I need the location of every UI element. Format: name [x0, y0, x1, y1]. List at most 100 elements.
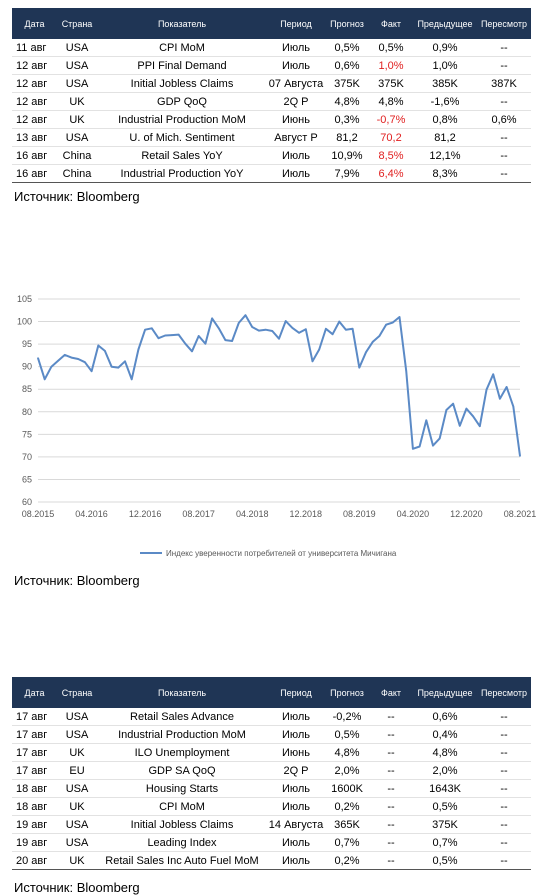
data-point	[385, 323, 387, 326]
cell-actual: 0,5%	[369, 39, 413, 57]
x-tick-label: 12.2018	[290, 509, 323, 519]
cell-actual: 70,2	[369, 128, 413, 147]
y-tick-label: 100	[17, 317, 32, 327]
data-point	[251, 326, 254, 328]
table-row: 12 авг UK GDP QoQ 2Q P 4,8% 4,8% -1,6% --	[12, 92, 531, 111]
cell-previous: 0,8%	[413, 110, 477, 129]
cell-country: UK	[57, 110, 97, 129]
cell-indicator: Industrial Production YoY	[97, 164, 267, 183]
cell-date: 12 авг	[12, 92, 57, 111]
cell-indicator: ILO Unemployment	[97, 743, 267, 762]
cell-revision: --	[477, 779, 531, 798]
data-point	[291, 327, 294, 329]
table-row: 16 авг China Industrial Production YoY Июль…	[12, 164, 531, 183]
cell-forecast: 4,8%	[325, 92, 369, 111]
data-point	[231, 340, 233, 342]
data-point	[97, 344, 100, 347]
cell-date: 17 авг	[12, 708, 57, 726]
data-point	[351, 327, 354, 330]
cell-revision: --	[477, 128, 531, 147]
cell-indicator: Retail Sales YoY	[97, 146, 267, 165]
cell-indicator: Initial Jobless Claims	[97, 74, 267, 93]
cell-date: 17 авг	[12, 725, 57, 744]
cell-revision: --	[477, 851, 531, 870]
data-point	[284, 320, 287, 322]
data-point	[485, 388, 488, 391]
cell-period: Июль	[267, 797, 325, 816]
cell-forecast: 0,7%	[325, 833, 369, 852]
cell-date: 11 авг	[12, 39, 57, 57]
data-point	[258, 329, 260, 332]
x-tick-label: 08.2015	[22, 509, 55, 519]
table-row: 18 авг USA Housing Starts Июль 1600K -- 1643K -…	[12, 779, 531, 798]
series-line	[37, 314, 521, 457]
source-note: Источник: Bloomberg	[14, 880, 140, 895]
cell-period: 2Q P	[267, 92, 325, 111]
cell-previous: 2,0%	[413, 761, 477, 780]
data-point	[519, 455, 521, 457]
cell-country: UK	[57, 797, 97, 816]
cell-actual: 8,5%	[369, 146, 413, 165]
data-point	[371, 341, 374, 343]
data-point	[151, 327, 153, 330]
cell-revision: --	[477, 92, 531, 111]
cell-country: China	[57, 146, 97, 165]
cell-country: EU	[57, 761, 97, 780]
header-forecast: Прогноз	[325, 677, 369, 708]
cell-forecast: -0,2%	[325, 708, 369, 726]
cell-forecast: 0,3%	[325, 110, 369, 129]
cell-date: 19 авг	[12, 815, 57, 834]
data-point	[110, 365, 113, 368]
data-point	[358, 366, 361, 369]
cell-date: 17 авг	[12, 743, 57, 762]
cell-previous: 375K	[413, 815, 477, 834]
x-tick-label: 08.2019	[343, 509, 376, 519]
data-point	[271, 330, 274, 332]
header-country: Страна	[57, 677, 97, 708]
y-tick-label: 90	[22, 362, 32, 372]
cell-revision: --	[477, 797, 531, 816]
cell-previous: 8,3%	[413, 164, 477, 183]
data-point	[472, 415, 474, 418]
header-period: Период	[267, 677, 325, 708]
cell-indicator: U. of Mich. Sentiment	[97, 128, 267, 147]
data-point	[70, 356, 73, 359]
cell-actual: 1,0%	[369, 56, 413, 75]
data-point	[177, 333, 180, 336]
data-point	[432, 444, 434, 447]
cell-previous: 0,5%	[413, 851, 477, 870]
cell-indicator: GDP QoQ	[97, 92, 267, 111]
cell-revision: --	[477, 164, 531, 183]
table-header-row: Дата Страна Показатель Период Прогноз Фа…	[12, 8, 531, 39]
cell-previous: 0,7%	[413, 833, 477, 852]
cell-country: USA	[57, 833, 97, 852]
y-tick-label: 95	[22, 339, 32, 349]
cell-period: Июль	[267, 725, 325, 744]
data-point	[318, 348, 320, 351]
cell-actual: --	[369, 779, 413, 798]
data-point	[63, 354, 66, 356]
header-date: Дата	[12, 8, 57, 39]
header-actual: Факт	[369, 8, 413, 39]
header-previous: Предыдущее	[413, 677, 477, 708]
cell-date: 18 авг	[12, 797, 57, 816]
data-point	[157, 337, 160, 340]
cell-date: 20 авг	[12, 851, 57, 870]
x-tick-label: 08.2017	[182, 509, 215, 519]
cell-country: UK	[57, 743, 97, 762]
cell-forecast: 0,5%	[325, 39, 369, 57]
cell-country: China	[57, 164, 97, 183]
cell-date: 12 авг	[12, 74, 57, 93]
cell-forecast: 1600K	[325, 779, 369, 798]
data-point	[144, 328, 146, 331]
cell-country: USA	[57, 779, 97, 798]
header-date: Дата	[12, 677, 57, 708]
data-point	[217, 327, 220, 330]
cell-indicator: PPI Final Demand	[97, 56, 267, 75]
table-row: 19 авг USA Leading Index Июль 0,7% -- 0,7% --	[12, 833, 531, 852]
calendar-table-past: Дата Страна Показатель Период Прогноз Фа…	[12, 8, 531, 183]
cell-period: Июль	[267, 708, 325, 726]
data-point	[425, 419, 428, 422]
data-point	[117, 366, 120, 369]
data-point	[445, 409, 448, 411]
